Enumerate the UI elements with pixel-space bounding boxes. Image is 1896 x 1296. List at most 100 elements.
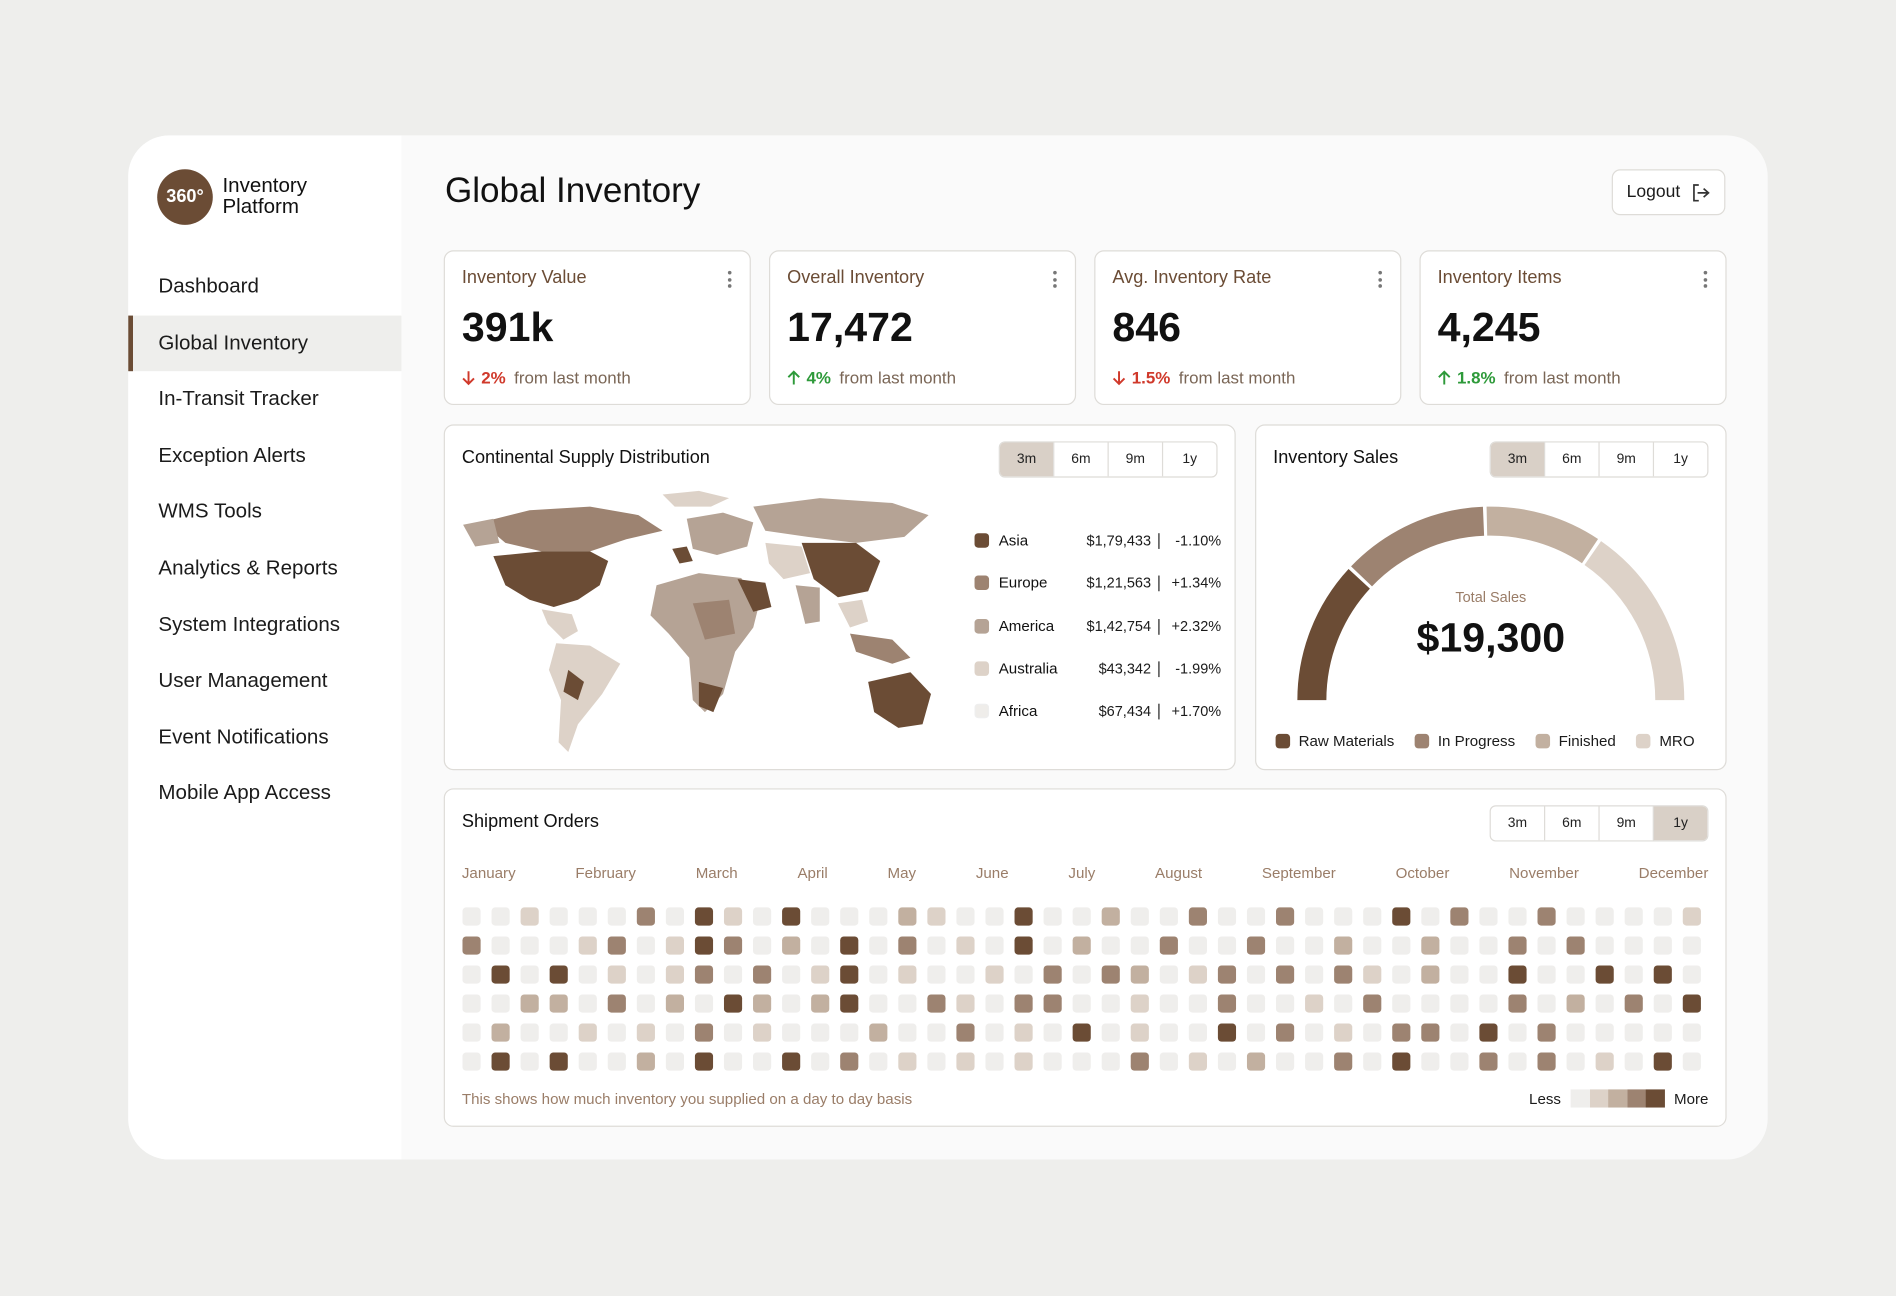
heat-cell bbox=[927, 907, 946, 926]
separator bbox=[1158, 575, 1160, 592]
heat-cell bbox=[1130, 1052, 1149, 1071]
heat-cell bbox=[1421, 994, 1440, 1013]
heat-cell bbox=[1159, 907, 1178, 926]
scale-swatch bbox=[1570, 1089, 1590, 1108]
arrow-path bbox=[1112, 370, 1126, 385]
nav-item[interactable]: Analytics & Reports bbox=[158, 556, 338, 580]
nav-item[interactable]: Exception Alerts bbox=[158, 443, 306, 467]
heat-cell bbox=[491, 965, 510, 984]
heat-cell bbox=[1101, 936, 1120, 955]
period-button[interactable]: 6m bbox=[1544, 442, 1598, 477]
heat-cell bbox=[1188, 994, 1207, 1013]
period-button[interactable]: 6m bbox=[1544, 806, 1598, 841]
kpi-menu[interactable] bbox=[1703, 270, 1709, 291]
heat-cell bbox=[1246, 907, 1266, 926]
kpi-menu[interactable] bbox=[1053, 270, 1058, 291]
trend-arrow bbox=[462, 370, 475, 385]
heat-cell bbox=[956, 1023, 975, 1042]
heat-cell bbox=[782, 965, 801, 984]
month-label: November bbox=[1509, 864, 1579, 882]
heat-cell bbox=[1246, 965, 1266, 984]
heat-cell bbox=[462, 1023, 481, 1042]
heat-cell bbox=[1101, 965, 1120, 984]
nav-item[interactable]: Dashboard bbox=[158, 274, 259, 298]
nav-item[interactable]: WMS Tools bbox=[158, 499, 262, 523]
period-button[interactable]: 9m bbox=[1598, 442, 1652, 477]
heat-cell bbox=[1363, 1023, 1382, 1042]
trend-arrow bbox=[787, 369, 800, 384]
legend-swatch bbox=[974, 703, 990, 719]
heat-cell bbox=[1276, 907, 1295, 926]
heat-cell bbox=[1595, 965, 1614, 984]
heat-cell bbox=[898, 907, 917, 926]
heat-cell bbox=[1508, 936, 1527, 955]
heat-cell bbox=[1130, 994, 1149, 1013]
legend-item: MRO bbox=[1636, 733, 1695, 750]
heat-cell bbox=[1508, 994, 1527, 1013]
period-button[interactable]: 3m bbox=[1490, 442, 1545, 477]
period-button[interactable]: 3m bbox=[999, 442, 1054, 477]
nav-item[interactable]: User Management bbox=[158, 668, 328, 692]
month-label: July bbox=[1068, 864, 1096, 882]
heat-cell bbox=[753, 936, 772, 955]
heat-cell bbox=[520, 936, 539, 955]
heat-cell bbox=[1217, 936, 1237, 955]
heat-cell bbox=[1188, 965, 1207, 984]
period-toggle: 3m 6m 9m 1y bbox=[1489, 441, 1709, 478]
heat-cell bbox=[1276, 936, 1295, 955]
region-change: +1.70% bbox=[1171, 702, 1222, 720]
heat-cell bbox=[1595, 1023, 1614, 1042]
logo-badge: 360° bbox=[157, 169, 213, 225]
heat-cell bbox=[753, 907, 772, 926]
heat-cell bbox=[694, 936, 714, 955]
menu-dot bbox=[1378, 270, 1383, 275]
kpi-menu[interactable] bbox=[1378, 270, 1383, 291]
heat-cell bbox=[723, 965, 743, 984]
scale-swatch bbox=[1589, 1089, 1609, 1108]
heat-cell bbox=[1653, 994, 1672, 1013]
period-button[interactable]: 9m bbox=[1107, 442, 1162, 477]
heat-cell bbox=[869, 965, 888, 984]
kpi-change-value: 1.5% bbox=[1131, 367, 1171, 387]
legend-swatch bbox=[1275, 733, 1291, 749]
heat-cell bbox=[869, 1052, 888, 1071]
nav-item[interactable]: System Integrations bbox=[158, 612, 341, 636]
scale-swatch bbox=[1626, 1089, 1646, 1108]
heat-cell bbox=[1159, 936, 1178, 955]
heat-cell bbox=[694, 965, 714, 984]
heat-cell bbox=[985, 994, 1004, 1013]
heat-cell bbox=[665, 1023, 684, 1042]
logo-text: Inventory Platform bbox=[222, 174, 308, 218]
nav-item[interactable]: Global Inventory bbox=[128, 315, 402, 372]
heat-cell bbox=[1450, 994, 1469, 1013]
heat-cell bbox=[1101, 907, 1120, 926]
month-label: March bbox=[695, 864, 738, 882]
period-button[interactable]: 3m bbox=[1507, 816, 1528, 831]
heat-cell bbox=[956, 1052, 975, 1071]
region-name: Australia bbox=[998, 660, 1058, 677]
heat-cell bbox=[1101, 1023, 1120, 1042]
period-button[interactable]: 6m bbox=[1053, 442, 1107, 477]
period-button[interactable]: 1y bbox=[1161, 442, 1216, 477]
nav-item[interactable]: Mobile App Access bbox=[158, 781, 331, 805]
period-button[interactable]: 9m bbox=[1598, 806, 1652, 841]
heat-cell bbox=[1421, 965, 1440, 984]
heat-cell bbox=[1537, 994, 1556, 1013]
month-label: September bbox=[1261, 864, 1336, 882]
heat-cell bbox=[927, 936, 946, 955]
period-button[interactable]: 1y bbox=[1652, 806, 1708, 841]
heat-cell bbox=[1450, 907, 1469, 926]
heat-cell bbox=[985, 1052, 1004, 1071]
heat-cell bbox=[1130, 936, 1149, 955]
nav-item[interactable]: Event Notifications bbox=[158, 725, 329, 749]
logout-button[interactable]: Logout bbox=[1611, 169, 1726, 216]
kpi-menu[interactable] bbox=[727, 270, 733, 291]
heat-cell bbox=[1450, 1023, 1469, 1042]
kpi-change-value: 2% bbox=[481, 367, 506, 387]
nav-item[interactable]: In-Transit Tracker bbox=[158, 387, 319, 411]
period-button[interactable]: 1y bbox=[1652, 442, 1707, 477]
heat-cell bbox=[1217, 965, 1237, 984]
app-window: 360° Inventory Platform Dashboard Global … bbox=[128, 135, 1768, 1160]
heat-cell bbox=[956, 907, 975, 926]
separator bbox=[1158, 703, 1160, 720]
